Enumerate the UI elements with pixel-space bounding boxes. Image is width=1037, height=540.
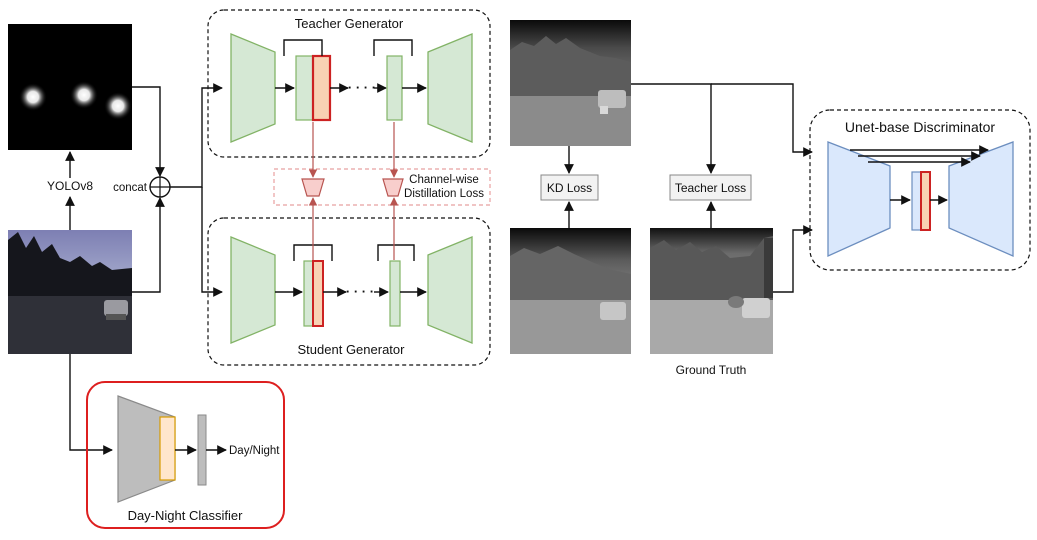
teacher-encoder (230, 33, 276, 143)
yolo-label: YOLOv8 (47, 179, 93, 193)
arrow-heatmap-to-concat (132, 86, 165, 177)
classifier-fc-layer (197, 414, 207, 486)
student-decoder (427, 236, 473, 344)
arrow-input-to-classifier (69, 354, 113, 455)
ground-truth-label: Ground Truth (676, 363, 747, 377)
distill-label-line2: Distillation Loss (404, 188, 484, 200)
discriminator-highlight-feature (920, 171, 931, 231)
distill-adapter-1 (301, 178, 325, 197)
student-encoder (230, 236, 276, 344)
classifier-title: Day-Night Classifier (128, 508, 244, 523)
distillation-box (273, 168, 491, 206)
student-thermal-output-image (510, 228, 631, 354)
arrow-teacher-out-to-discriminator (711, 83, 813, 157)
arrow-teacher-out-to-teacher-loss (631, 83, 716, 174)
arrow-input-to-concat (132, 197, 165, 293)
rgb-night-image (8, 230, 132, 354)
concat-node (149, 176, 171, 198)
teacher-generator-title: Teacher Generator (295, 16, 404, 31)
heatmap-image (8, 24, 132, 150)
classifier-feature (159, 416, 176, 481)
discriminator-title: Unet-base Discriminator (845, 119, 995, 135)
teacher-thermal-output-image (510, 20, 631, 146)
teacher-skip-1 (283, 39, 323, 56)
teacher-decoder (427, 33, 473, 143)
arrow-concat-to-student (201, 187, 223, 297)
discriminator-encoder (827, 141, 891, 258)
teacher-ellipsis: · · · · (348, 80, 376, 95)
discriminator-box (809, 109, 1031, 271)
teacher-loss-box (669, 174, 752, 201)
student-ellipsis: · · · · (346, 284, 374, 299)
arrow-concat-to-teacher (170, 83, 223, 188)
teacher-skip-2 (373, 39, 413, 56)
arrow-gt-to-discriminator (773, 225, 813, 293)
kd-loss-label: KD Loss (547, 181, 592, 195)
teacher-bottleneck-block (386, 55, 403, 121)
distill-adapter-2 (382, 178, 404, 197)
classifier-box (86, 381, 285, 529)
teacher-generator-box (207, 9, 491, 158)
student-generator-title: Student Generator (298, 342, 406, 357)
teacher-loss-label: Teacher Loss (675, 181, 746, 195)
concat-label: concat (113, 182, 148, 194)
student-skip-2 (377, 244, 415, 261)
student-highlight-feature (312, 260, 324, 327)
teacher-highlight-feature (311, 54, 332, 122)
discriminator-decoder (948, 141, 1014, 257)
distill-label-line1: Channel-wise (409, 174, 479, 186)
student-generator-box (207, 217, 491, 366)
teacher-feature-block (295, 55, 315, 121)
kd-loss-box (540, 174, 599, 201)
day-night-label: Day/Night (229, 445, 280, 457)
student-bottleneck-block (389, 260, 401, 327)
ground-truth-thermal-image (650, 228, 773, 354)
